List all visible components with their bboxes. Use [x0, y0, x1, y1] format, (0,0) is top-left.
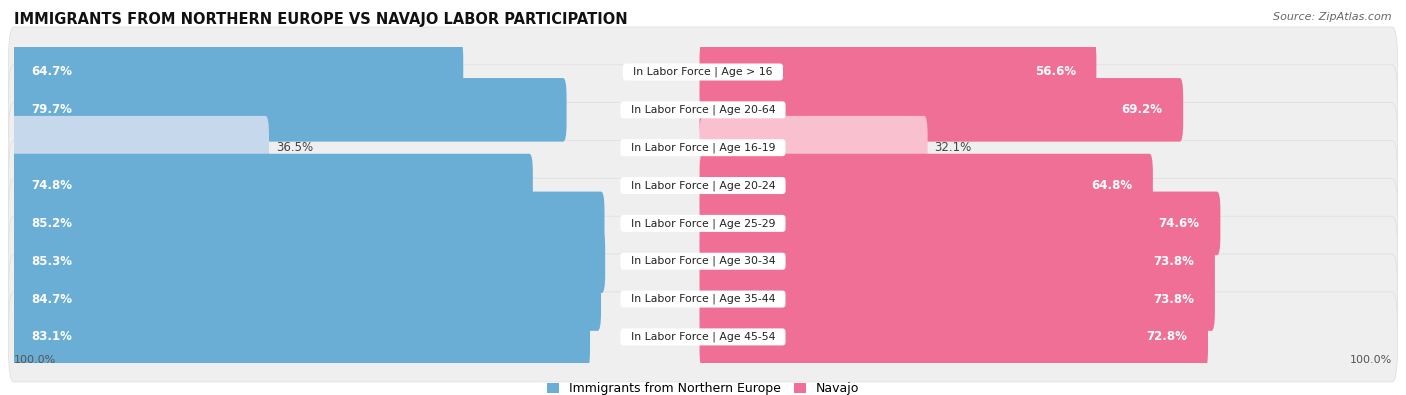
Text: 74.8%: 74.8%	[31, 179, 72, 192]
FancyBboxPatch shape	[8, 103, 1398, 193]
Text: 100.0%: 100.0%	[14, 356, 56, 365]
Text: In Labor Force | Age 20-24: In Labor Force | Age 20-24	[624, 180, 782, 191]
FancyBboxPatch shape	[11, 229, 605, 293]
Text: 69.2%: 69.2%	[1122, 103, 1163, 117]
Text: 36.5%: 36.5%	[276, 141, 314, 154]
FancyBboxPatch shape	[11, 116, 269, 179]
FancyBboxPatch shape	[8, 141, 1398, 231]
FancyBboxPatch shape	[700, 267, 1215, 331]
FancyBboxPatch shape	[700, 78, 1184, 142]
FancyBboxPatch shape	[8, 178, 1398, 269]
Text: 73.8%: 73.8%	[1153, 293, 1194, 306]
FancyBboxPatch shape	[8, 65, 1398, 155]
Text: 79.7%: 79.7%	[31, 103, 72, 117]
FancyBboxPatch shape	[8, 292, 1398, 382]
Text: 100.0%: 100.0%	[1350, 356, 1392, 365]
Text: In Labor Force | Age 16-19: In Labor Force | Age 16-19	[624, 143, 782, 153]
Text: 74.6%: 74.6%	[1159, 217, 1199, 230]
Text: In Labor Force | Age 45-54: In Labor Force | Age 45-54	[624, 332, 782, 342]
Text: 73.8%: 73.8%	[1153, 255, 1194, 268]
Text: 85.2%: 85.2%	[31, 217, 72, 230]
Text: In Labor Force | Age 30-34: In Labor Force | Age 30-34	[624, 256, 782, 267]
Text: In Labor Force | Age 20-64: In Labor Force | Age 20-64	[624, 105, 782, 115]
Text: Source: ZipAtlas.com: Source: ZipAtlas.com	[1274, 12, 1392, 22]
FancyBboxPatch shape	[700, 305, 1208, 369]
Text: 84.7%: 84.7%	[31, 293, 72, 306]
FancyBboxPatch shape	[700, 229, 1215, 293]
FancyBboxPatch shape	[11, 192, 605, 255]
Text: 64.7%: 64.7%	[31, 66, 72, 79]
FancyBboxPatch shape	[8, 216, 1398, 306]
FancyBboxPatch shape	[700, 154, 1153, 217]
FancyBboxPatch shape	[11, 40, 463, 104]
FancyBboxPatch shape	[700, 40, 1097, 104]
FancyBboxPatch shape	[8, 254, 1398, 344]
Text: 83.1%: 83.1%	[31, 330, 72, 343]
Text: IMMIGRANTS FROM NORTHERN EUROPE VS NAVAJO LABOR PARTICIPATION: IMMIGRANTS FROM NORTHERN EUROPE VS NAVAJ…	[14, 12, 627, 27]
Legend: Immigrants from Northern Europe, Navajo: Immigrants from Northern Europe, Navajo	[547, 382, 859, 395]
FancyBboxPatch shape	[700, 116, 928, 179]
Text: 64.8%: 64.8%	[1091, 179, 1132, 192]
FancyBboxPatch shape	[11, 154, 533, 217]
Text: In Labor Force | Age 25-29: In Labor Force | Age 25-29	[624, 218, 782, 229]
FancyBboxPatch shape	[700, 192, 1220, 255]
Text: In Labor Force | Age 35-44: In Labor Force | Age 35-44	[624, 294, 782, 304]
Text: In Labor Force | Age > 16: In Labor Force | Age > 16	[626, 67, 780, 77]
Text: 32.1%: 32.1%	[935, 141, 972, 154]
Text: 72.8%: 72.8%	[1146, 330, 1187, 343]
Text: 56.6%: 56.6%	[1035, 66, 1076, 79]
Text: 85.3%: 85.3%	[31, 255, 72, 268]
FancyBboxPatch shape	[8, 27, 1398, 117]
FancyBboxPatch shape	[11, 305, 591, 369]
FancyBboxPatch shape	[11, 267, 600, 331]
FancyBboxPatch shape	[11, 78, 567, 142]
